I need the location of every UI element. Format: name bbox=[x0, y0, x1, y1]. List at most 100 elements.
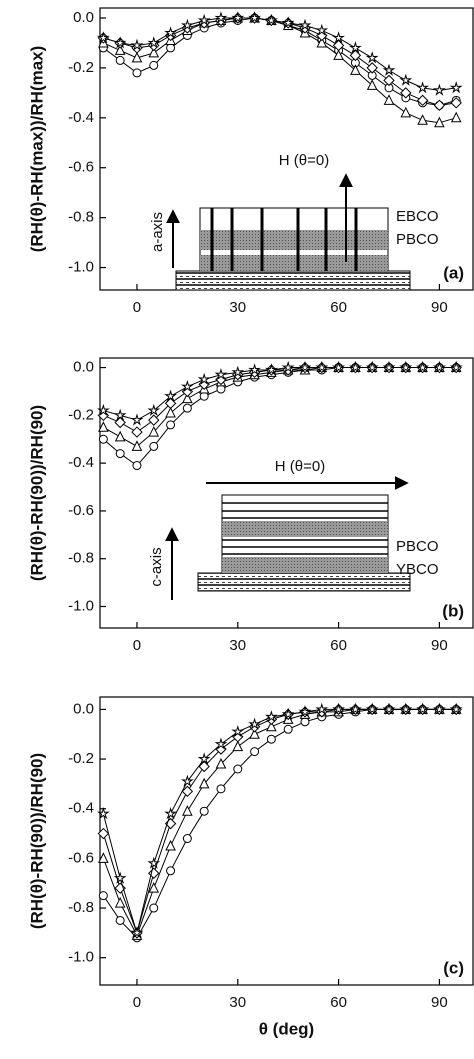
annotation: YBCO bbox=[396, 561, 439, 578]
marker bbox=[96, 403, 110, 417]
series-line bbox=[102, 708, 457, 935]
x-tick-label: 30 bbox=[229, 994, 246, 1011]
marker bbox=[333, 49, 344, 60]
marker bbox=[250, 747, 260, 757]
series-line bbox=[102, 708, 457, 939]
marker bbox=[180, 379, 194, 393]
annotation: c-axis bbox=[148, 547, 165, 586]
x-axis-label: θ (deg) bbox=[259, 1019, 314, 1038]
marker bbox=[399, 702, 413, 715]
panel-label: (a) bbox=[443, 263, 464, 282]
marker bbox=[433, 99, 446, 112]
marker bbox=[449, 360, 463, 374]
y-tick-label: -0.4 bbox=[68, 454, 94, 471]
marker bbox=[182, 805, 193, 816]
y-tick-label: -1.0 bbox=[68, 259, 94, 276]
marker bbox=[181, 785, 194, 798]
marker bbox=[348, 360, 362, 374]
y-tick-label: -0.2 bbox=[68, 59, 94, 76]
series-line bbox=[103, 367, 457, 467]
y-tick-label: 0.0 bbox=[73, 9, 94, 26]
x-tick-label: 0 bbox=[133, 637, 141, 654]
marker bbox=[130, 38, 144, 51]
marker bbox=[114, 416, 126, 429]
marker bbox=[147, 856, 161, 869]
marker bbox=[332, 31, 346, 44]
marker bbox=[114, 44, 126, 55]
marker bbox=[348, 41, 362, 54]
marker bbox=[382, 702, 396, 715]
marker bbox=[383, 94, 395, 105]
marker bbox=[248, 717, 261, 730]
marker bbox=[214, 737, 228, 750]
annotation: PBCO bbox=[396, 231, 439, 248]
marker bbox=[98, 421, 109, 432]
marker bbox=[182, 403, 192, 413]
marker bbox=[434, 116, 445, 128]
y-tick-label: -0.6 bbox=[68, 159, 94, 176]
marker bbox=[383, 74, 395, 87]
annotation: H (θ=0) bbox=[275, 458, 325, 475]
marker bbox=[399, 360, 413, 374]
marker bbox=[198, 760, 210, 773]
marker bbox=[350, 64, 361, 75]
marker bbox=[432, 83, 446, 96]
marker bbox=[366, 79, 378, 90]
annotation: PBCO bbox=[396, 538, 439, 555]
y-axis-label: (RH(θ)-RH(90))/RH(90) bbox=[27, 405, 46, 581]
marker bbox=[249, 728, 260, 739]
y-tick-label: -0.6 bbox=[68, 849, 94, 866]
marker bbox=[113, 408, 127, 421]
y-axis-label: (RH(θ)-RH(max))/RH(max) bbox=[27, 46, 46, 253]
marker bbox=[365, 51, 379, 64]
marker bbox=[416, 94, 429, 107]
marker bbox=[131, 426, 143, 438]
series-line bbox=[102, 708, 457, 935]
marker bbox=[132, 461, 142, 471]
marker bbox=[298, 705, 312, 718]
x-tick-label: 0 bbox=[133, 299, 141, 316]
marker bbox=[166, 866, 176, 876]
series-line bbox=[103, 17, 457, 124]
marker bbox=[231, 365, 245, 378]
y-tick-label: -0.4 bbox=[68, 800, 94, 817]
marker bbox=[400, 106, 412, 118]
marker bbox=[332, 702, 346, 715]
marker bbox=[148, 882, 160, 893]
marker bbox=[149, 60, 159, 70]
inset-b bbox=[165, 476, 411, 600]
marker bbox=[114, 430, 126, 442]
marker bbox=[164, 26, 177, 39]
panel-label: (c) bbox=[443, 958, 464, 977]
marker bbox=[115, 915, 125, 925]
marker bbox=[298, 360, 312, 374]
marker bbox=[283, 724, 293, 734]
y-tick-label: -0.4 bbox=[68, 109, 94, 126]
x-tick-label: 90 bbox=[431, 299, 448, 316]
marker bbox=[215, 757, 227, 769]
y-tick-label: -1.0 bbox=[68, 597, 94, 614]
marker bbox=[399, 73, 413, 86]
annotation: a-axis bbox=[149, 212, 166, 252]
marker bbox=[164, 389, 177, 402]
marker bbox=[281, 16, 295, 29]
marker bbox=[114, 896, 126, 908]
marker bbox=[180, 774, 194, 787]
marker bbox=[248, 11, 261, 24]
marker bbox=[232, 740, 244, 752]
marker bbox=[264, 710, 278, 723]
x-tick-label: 90 bbox=[431, 637, 448, 654]
marker bbox=[315, 360, 329, 374]
marker bbox=[98, 891, 108, 901]
marker bbox=[166, 420, 176, 430]
marker bbox=[332, 39, 345, 52]
marker bbox=[417, 114, 428, 125]
y-tick-label: -0.8 bbox=[68, 209, 94, 226]
marker bbox=[316, 36, 328, 48]
marker bbox=[197, 372, 211, 385]
marker bbox=[281, 360, 295, 374]
marker bbox=[164, 806, 177, 820]
marker bbox=[300, 717, 310, 727]
marker bbox=[165, 406, 176, 418]
annotation: H (θ=0) bbox=[279, 152, 329, 169]
